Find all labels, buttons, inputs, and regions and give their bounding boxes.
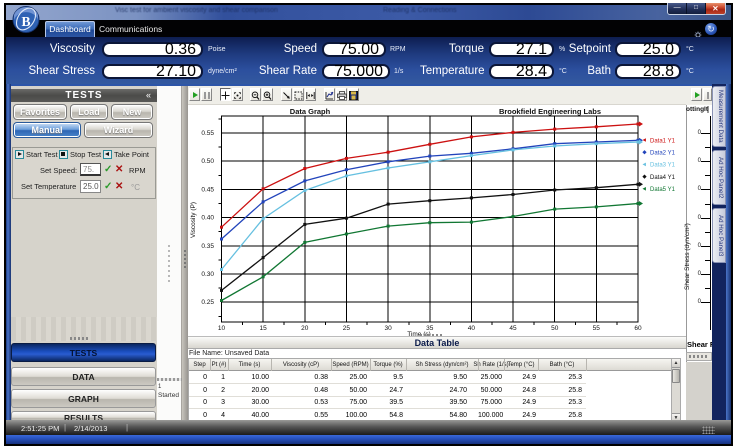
svg-text:50: 50 bbox=[551, 325, 559, 332]
svg-text:B: B bbox=[21, 14, 30, 29]
svg-text:Brookfield Engineering Labs: Brookfield Engineering Labs bbox=[499, 107, 601, 116]
svg-text:0.40: 0.40 bbox=[201, 215, 214, 222]
svg-text:Data1 Y1: Data1 Y1 bbox=[650, 138, 676, 144]
svg-text:0.45: 0.45 bbox=[201, 186, 214, 193]
svg-text:Viscosity (P): Viscosity (P) bbox=[190, 202, 197, 238]
svg-text:0.55: 0.55 bbox=[201, 130, 214, 137]
svg-text:40: 40 bbox=[468, 325, 476, 332]
svg-text:10: 10 bbox=[218, 325, 226, 332]
svg-text:60: 60 bbox=[634, 325, 642, 332]
svg-text:Time (s): Time (s) bbox=[407, 331, 431, 338]
svg-text:Data4 Y1: Data4 Y1 bbox=[650, 175, 676, 181]
svg-text:Data2 Y1: Data2 Y1 bbox=[650, 151, 676, 157]
svg-text:0.50: 0.50 bbox=[201, 158, 214, 165]
svg-text:0.25: 0.25 bbox=[201, 299, 214, 306]
svg-text:15: 15 bbox=[259, 325, 267, 332]
svg-text:45: 45 bbox=[509, 325, 517, 332]
svg-text:35: 35 bbox=[426, 325, 434, 332]
svg-text:0.35: 0.35 bbox=[201, 243, 214, 250]
svg-text:Data Graph: Data Graph bbox=[290, 107, 331, 116]
svg-text:Data3 Y1: Data3 Y1 bbox=[650, 163, 676, 169]
svg-text:Data5 Y1: Data5 Y1 bbox=[650, 187, 676, 193]
svg-text:20: 20 bbox=[301, 325, 309, 332]
svg-text:25: 25 bbox=[343, 325, 351, 332]
svg-text:30: 30 bbox=[384, 325, 392, 332]
svg-text:0.30: 0.30 bbox=[201, 271, 214, 278]
svg-text:55: 55 bbox=[593, 325, 601, 332]
